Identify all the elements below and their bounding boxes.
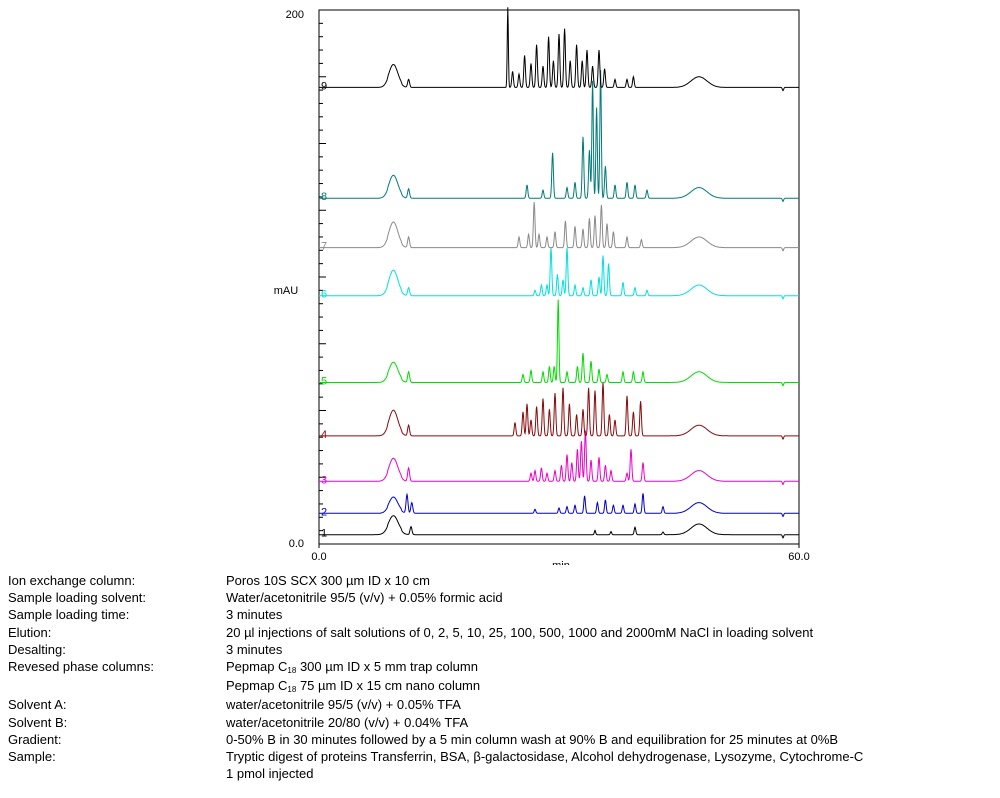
- trace-line-7: [319, 202, 799, 252]
- param-row: Sample: Tryptic digest of proteins Transf…: [8, 748, 993, 765]
- rp-nano-suffix: 75 µm ID x 15 cm nano column: [296, 678, 481, 694]
- param-row: Gradient: 0-50% B in 30 minutes followed …: [8, 731, 993, 748]
- rp-nano-subscript: 18: [287, 685, 297, 695]
- param-label: Sample:: [8, 749, 56, 765]
- trace-label-3: 3: [321, 474, 327, 486]
- trace-label-9: 9: [321, 80, 327, 92]
- x-tick-label-right: 60.0: [788, 551, 809, 563]
- x-axis-ticks: [318, 544, 800, 548]
- param-label-empty: [8, 677, 226, 694]
- y-tick-label-bottom: 0.0: [289, 538, 304, 550]
- trace-label-5: 5: [321, 375, 327, 387]
- param-value: Water/acetonitrile 95/5 (v/v) + 0.05% fo…: [226, 590, 503, 606]
- param-value: 20 µl injections of salt solutions of 0,…: [226, 624, 814, 640]
- param-label: Elution:: [8, 624, 52, 640]
- trace-label-6: 6: [321, 289, 327, 301]
- param-row: Sample loading time: 3 minutes: [8, 606, 993, 623]
- trace-line-5: [319, 299, 799, 387]
- param-label: Sample loading time:: [8, 607, 130, 623]
- param-row: Ion exchange column: Poros 10S SCX 300 µm…: [8, 572, 993, 589]
- param-value: 0-50% B in 30 minutes followed by a 5 mi…: [226, 731, 839, 747]
- param-value: water/acetonitrile 95/5 (v/v) + 0.05% TF…: [226, 697, 461, 713]
- trace-line-6: [319, 247, 799, 300]
- rp-columns-row-2: Pepmap C18 75 µm ID x 15 cm nano column: [8, 677, 993, 694]
- param-value: water/acetonitrile 20/80 (v/v) + 0.04% T…: [226, 714, 469, 730]
- trace-label-8: 8: [321, 191, 327, 203]
- y-axis-label: mAU: [274, 285, 299, 297]
- param-row: Desalting: 3 minutes: [8, 641, 993, 658]
- param-row: 1 pmol injected: [8, 765, 993, 782]
- rp-nano-prefix: Pepmap C: [226, 678, 288, 694]
- x-axis-label: min: [552, 560, 570, 565]
- param-row: Solvent B: water/acetonitrile 20/80 (v/v)…: [8, 714, 993, 731]
- method-parameters: Ion exchange column: Poros 10S SCX 300 µm…: [8, 572, 993, 782]
- y-axis-ticks: [319, 9, 326, 545]
- param-value: Pepmap C18 300 µm ID x 5 mm trap column: [226, 658, 993, 675]
- param-label: Gradient:: [8, 731, 62, 747]
- trace-group: 1 2 3 4 5 6 7 8 9: [319, 7, 799, 540]
- plot-frame: [318, 9, 800, 545]
- param-label: Solvent B:: [8, 714, 68, 730]
- param-value: 3 minutes: [226, 641, 283, 657]
- trace-label-7: 7: [321, 241, 327, 253]
- rp-trap-subscript: 18: [287, 666, 297, 676]
- param-row: Elution: 20 µl injections of salt solutio…: [8, 624, 993, 641]
- trace-line-2: [319, 492, 799, 518]
- param-value: Tryptic digest of proteins Transferrin, …: [226, 749, 864, 765]
- trace-line-9: [319, 7, 799, 92]
- trace-line-1: [319, 515, 799, 539]
- param-label: Sample loading solvent:: [8, 590, 147, 606]
- param-value: 1 pmol injected: [226, 766, 314, 782]
- trace-label-4: 4: [321, 429, 327, 441]
- rp-trap-prefix: Pepmap C: [226, 659, 288, 675]
- trace-line-4: [319, 382, 799, 441]
- param-label: [8, 765, 226, 782]
- param-label: Solvent A:: [8, 697, 67, 713]
- y-tick-label-top: 200: [286, 9, 304, 21]
- trace-line-3: [319, 430, 799, 486]
- x-tick-label-left: 0.0: [311, 551, 326, 563]
- trace-line-8: [319, 70, 799, 203]
- trace-label-2: 2: [321, 506, 327, 518]
- param-label: Ion exchange column:: [8, 573, 136, 588]
- rp-trap-suffix: 300 µm ID x 5 mm trap column: [296, 659, 478, 675]
- param-label: Revesed phase columns:: [8, 659, 154, 675]
- param-value: Pepmap C18 75 µm ID x 15 cm nano column: [226, 677, 993, 694]
- param-value: Poros 10S SCX 300 µm ID x 10 cm: [226, 573, 431, 588]
- rp-columns-row: Revesed phase columns: Pepmap C18 300 µm …: [8, 658, 993, 675]
- chromatogram-chart: 200 0.0 0.0 60.0 mAU min 1 2 3 4 5 6 7 8 9: [274, 7, 810, 565]
- param-value: 3 minutes: [226, 607, 283, 623]
- param-row: Sample loading solvent: Water/acetonitril…: [8, 589, 993, 606]
- param-row: Solvent A: water/acetonitrile 95/5 (v/v) …: [8, 696, 993, 713]
- param-label: Desalting:: [8, 641, 66, 657]
- trace-label-1: 1: [321, 528, 327, 540]
